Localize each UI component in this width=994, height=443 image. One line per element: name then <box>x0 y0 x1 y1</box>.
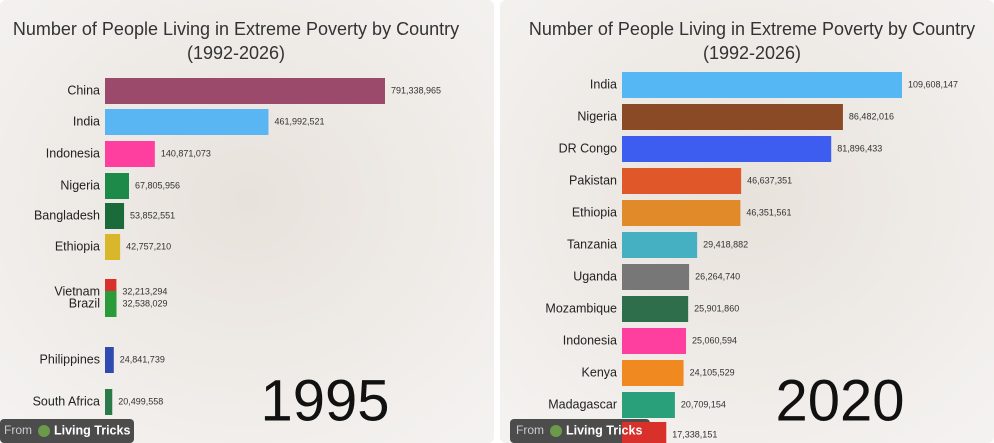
value-label: 86,482,016 <box>849 111 894 121</box>
bar <box>622 104 843 130</box>
bar <box>105 109 269 135</box>
bar <box>105 389 113 415</box>
category-label: Pakistan <box>569 173 617 187</box>
value-label: 20,709,154 <box>681 399 726 409</box>
value-label: 29,418,882 <box>703 239 748 249</box>
category-label: Nigeria <box>577 109 617 123</box>
bar <box>105 347 114 373</box>
value-label: 461,992,521 <box>274 116 324 126</box>
category-label: Indonesia <box>46 146 100 160</box>
value-label: 67,805,956 <box>135 180 180 190</box>
bar <box>105 78 385 104</box>
bar <box>622 392 675 418</box>
bar <box>105 234 121 260</box>
value-label: 17,338,151 <box>672 429 717 439</box>
category-label: Tanzania <box>567 237 617 251</box>
category-label: Uganda <box>573 269 617 283</box>
value-label: 46,351,561 <box>746 207 791 217</box>
category-label: Ethiopia <box>55 239 100 253</box>
source-prefix: From <box>4 423 32 437</box>
category-label: South Africa <box>33 394 100 408</box>
category-label: China <box>67 83 100 97</box>
value-label: 42,757,210 <box>126 241 171 251</box>
source-name: Living Tricks <box>566 423 642 437</box>
category-label: Indonesia <box>563 333 617 347</box>
bar <box>622 136 832 162</box>
year-label: 2020 <box>775 368 904 433</box>
bar <box>622 168 742 194</box>
bar <box>105 173 129 199</box>
bar <box>105 141 155 167</box>
category-label: India <box>590 77 617 91</box>
source-icon <box>38 425 50 437</box>
value-label: 24,105,529 <box>690 367 735 377</box>
category-label: India <box>73 114 100 128</box>
chart-subtitle: (1992-2026) <box>703 43 801 63</box>
category-label: Nigeria <box>60 178 100 192</box>
bar <box>622 422 667 443</box>
bar <box>622 360 684 386</box>
category-label: Ethiopia <box>572 205 617 219</box>
value-label: 24,841,739 <box>120 354 165 364</box>
value-label: 32,538,029 <box>123 298 168 308</box>
bar <box>105 291 117 317</box>
bar <box>622 296 689 322</box>
value-label: 25,060,594 <box>692 335 737 345</box>
chart-title: Number of People Living in Extreme Pover… <box>529 19 975 39</box>
chart-title: Number of People Living in Extreme Pover… <box>13 19 459 39</box>
bar <box>105 203 125 229</box>
value-label: 46,637,351 <box>747 175 792 185</box>
source-prefix: From <box>516 423 544 437</box>
category-label: Vietnam <box>54 284 100 298</box>
bar <box>622 232 698 258</box>
value-label: 140,871,073 <box>161 148 211 158</box>
category-label: Mozambique <box>545 301 617 315</box>
category-label: Philippines <box>40 352 100 366</box>
category-label: Kenya <box>582 365 617 379</box>
bar <box>622 72 902 98</box>
bar <box>622 200 741 226</box>
bar <box>622 264 690 290</box>
category-label: Bangladesh <box>34 208 100 222</box>
category-label: DR Congo <box>559 141 617 155</box>
source-badge <box>510 419 650 443</box>
value-label: 53,852,551 <box>130 210 175 220</box>
category-label: Brazil <box>69 296 100 310</box>
value-label: 109,608,147 <box>908 79 958 89</box>
value-label: 20,499,558 <box>118 396 163 406</box>
category-label: Madagascar <box>548 397 617 411</box>
chart-subtitle: (1992-2026) <box>187 43 285 63</box>
year-label: 1995 <box>260 368 389 433</box>
value-label: 26,264,740 <box>695 271 740 281</box>
panel-background <box>500 0 994 443</box>
source-badge <box>0 419 134 443</box>
value-label: 25,901,860 <box>694 303 739 313</box>
source-icon <box>550 425 562 437</box>
value-label: 791,338,965 <box>391 85 441 95</box>
value-label: 81,896,433 <box>837 143 882 153</box>
value-label: 32,213,294 <box>122 286 167 296</box>
source-name: Living Tricks <box>54 423 130 437</box>
bar <box>622 328 687 354</box>
